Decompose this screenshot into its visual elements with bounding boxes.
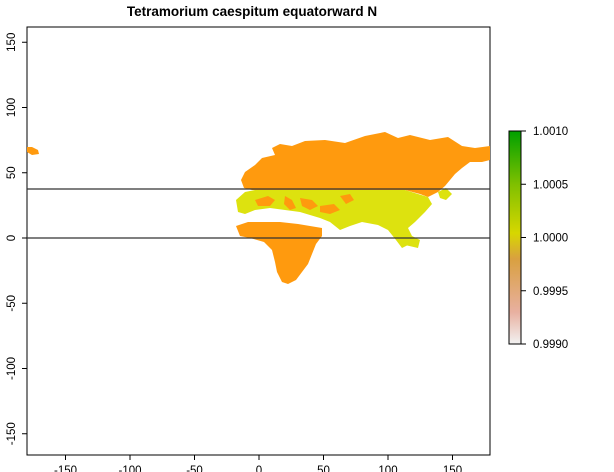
x-tick-label: 0: [256, 465, 262, 472]
y-tick-label: 0: [6, 235, 18, 241]
y-axis: 150 100 50 0 -50 -100 -150: [6, 33, 27, 445]
speck-indonesia: [396, 236, 410, 248]
x-tick-label: -150: [54, 465, 77, 472]
y-tick-label: 100: [6, 98, 18, 117]
y-tick-label: -150: [6, 422, 18, 445]
y-tick-label: -100: [6, 357, 18, 380]
speck-caucasus: [340, 194, 354, 204]
legend-tick-label: 1.0010: [533, 126, 568, 138]
legend-tick-label: 0.9990: [533, 339, 568, 351]
region-africa: [236, 222, 322, 284]
speck-anatolia: [320, 204, 340, 214]
speck-japan: [438, 188, 452, 200]
y-tick-label: -50: [6, 295, 18, 312]
yellow-specks: [396, 188, 452, 248]
speck-iberia: [255, 196, 275, 206]
y-tick-label: 50: [6, 166, 18, 179]
region-north-eurasia: [241, 132, 490, 197]
x-tick-label: 150: [443, 465, 462, 472]
legend-tick-label: 1.0005: [533, 179, 568, 191]
x-tick-label: -50: [186, 465, 203, 472]
legend-tick-label: 0.9995: [533, 286, 568, 298]
region-alaska-tip: [27, 147, 39, 155]
plot-frame: [26, 26, 491, 456]
x-tick-label: 50: [317, 465, 330, 472]
legend-color-bar: [508, 130, 522, 345]
orange-specks: [255, 194, 354, 214]
y-tick-label: 150: [6, 33, 18, 52]
x-tick-label: 100: [378, 465, 397, 472]
speck-balkans: [300, 198, 318, 210]
legend-tick-label: 1.0000: [533, 233, 568, 245]
legend-ticks: 1.0010 1.0005 1.0000 0.9995 0.9990: [521, 126, 568, 351]
map-regions: [27, 132, 490, 284]
x-axis: -150 -100 -50 0 50 100 150: [54, 455, 462, 472]
speck-italy: [284, 196, 296, 210]
x-tick-label: -100: [118, 465, 141, 472]
plot-title: Tetramorium caespitum equatorward N: [126, 4, 378, 19]
